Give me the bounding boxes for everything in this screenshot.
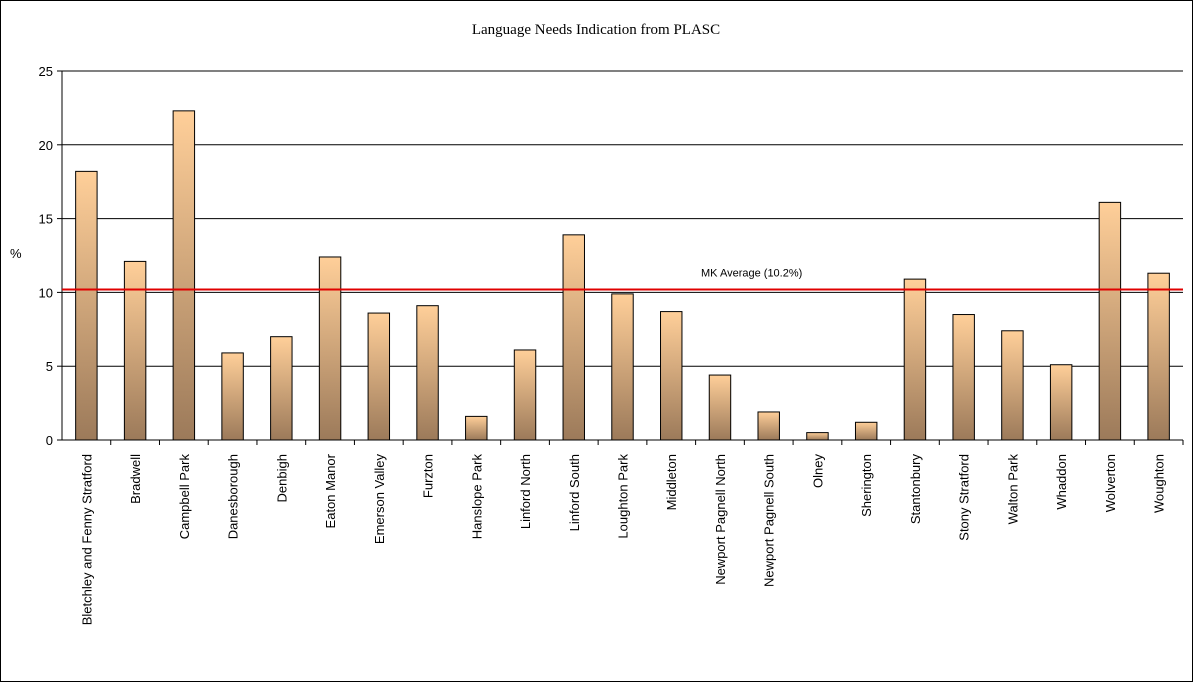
category-label: Emerson Valley [372, 454, 387, 545]
y-axis-label: % [10, 246, 22, 261]
y-tick-label: 20 [39, 138, 53, 153]
category-label: Furzton [421, 454, 436, 498]
category-label: Olney [810, 454, 825, 488]
bar [1147, 272, 1170, 441]
category-label: Stantonbury [908, 454, 923, 525]
category-label: Linford South [567, 454, 582, 531]
bar [270, 336, 293, 441]
category-label: Danesborough [226, 454, 241, 539]
category-label: Walton Park [1005, 454, 1020, 525]
y-tick-label: 25 [39, 64, 53, 79]
gridlines [62, 70, 1183, 367]
category-label: Bradwell [128, 454, 143, 504]
category-label: Middleton [664, 454, 679, 510]
bar [757, 411, 780, 441]
category-label: Linford North [518, 454, 533, 529]
bar [660, 311, 683, 441]
bar [952, 314, 975, 441]
reference-line-group: MK Average (10.2%) [62, 267, 1183, 291]
y-tick-label: 5 [46, 359, 53, 374]
bar [465, 415, 488, 441]
bar [903, 278, 927, 441]
chart-title: Language Needs Indication from PLASC [472, 22, 720, 38]
category-label: Sherington [859, 454, 874, 517]
bars [75, 110, 1170, 441]
bar [854, 421, 878, 441]
category-label: Bletchley and Fenny Stratford [79, 454, 94, 625]
category-label: Wolverton [1103, 454, 1118, 512]
bar [708, 374, 732, 441]
y-tick-label: 10 [39, 285, 53, 300]
bar [611, 293, 634, 441]
bar [1098, 201, 1122, 441]
axes: 0 5 10 15 20 25 [39, 64, 1184, 448]
category-label: Denbigh [274, 454, 289, 502]
category-label: Stony Stratford [957, 454, 972, 541]
category-label: Campbell Park [177, 454, 192, 540]
category-labels: Bletchley and Fenny Stratford Bradwell Cam… [79, 453, 1166, 625]
bar [1049, 364, 1073, 441]
bar [75, 170, 98, 441]
category-label: Newport Pagnell North [713, 454, 728, 585]
bar [562, 234, 585, 441]
category-label: Hanslope Park [469, 454, 484, 540]
bar [367, 312, 391, 441]
category-label: Eaton Manor [323, 453, 338, 528]
mk-average-label: MK Average (10.2%) [701, 267, 802, 279]
category-label: Newport Pagnell South [762, 454, 777, 587]
bar [318, 256, 342, 441]
category-label: Whaddon [1054, 454, 1069, 510]
bar [416, 305, 439, 441]
category-label: Woughton [1152, 454, 1167, 513]
y-tick-label: 15 [39, 212, 53, 227]
category-label: Loughton Park [616, 454, 631, 539]
bar [123, 260, 147, 441]
bar [221, 352, 244, 441]
y-tick-label: 0 [46, 433, 53, 448]
bar [806, 432, 829, 441]
bar [1001, 330, 1024, 441]
bar [172, 110, 196, 441]
bar [513, 349, 537, 441]
